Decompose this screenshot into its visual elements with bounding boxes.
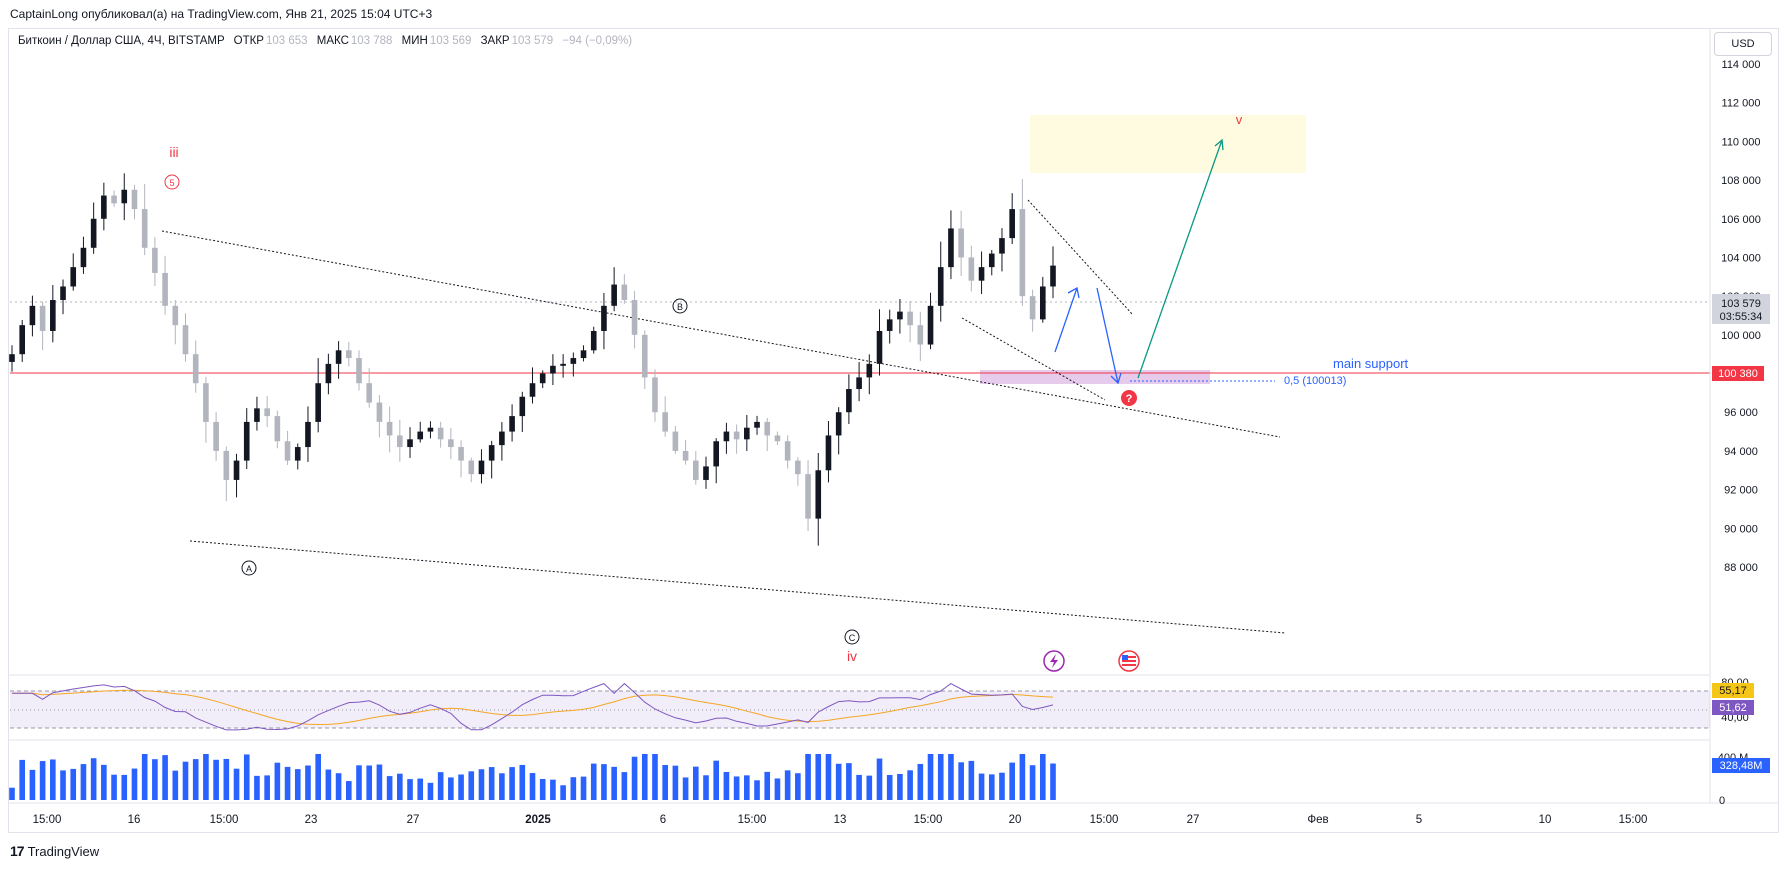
currency-button[interactable]: USD [1714, 32, 1772, 56]
publisher-line: CaptainLong опубликовал(а) на TradingVie… [10, 7, 433, 21]
tradingview-wordmark: TradingView [27, 843, 100, 859]
low-value: 103 569 [429, 35, 472, 47]
symbol-title[interactable]: Биткоин / Доллар США, 4Ч, BITSTAMP [18, 35, 225, 47]
open-label: ОТКР [233, 35, 264, 47]
chart-frame [8, 28, 1779, 833]
symbol-legend: Биткоин / Доллар США, 4Ч, BITSTAMP ОТКР 1… [18, 35, 632, 47]
close-value: 103 579 [511, 35, 554, 47]
close-label: ЗАКР [480, 35, 510, 47]
high-value: 103 788 [350, 35, 393, 47]
change-value: −94 (−0,09%) [562, 35, 633, 47]
high-label: МАКС [316, 35, 349, 47]
open-value: 103 653 [265, 35, 308, 47]
low-label: МИН [401, 35, 428, 47]
tradingview-logo-icon: 17 [10, 843, 25, 859]
tradingview-brand[interactable]: 17 TradingView [10, 843, 99, 859]
